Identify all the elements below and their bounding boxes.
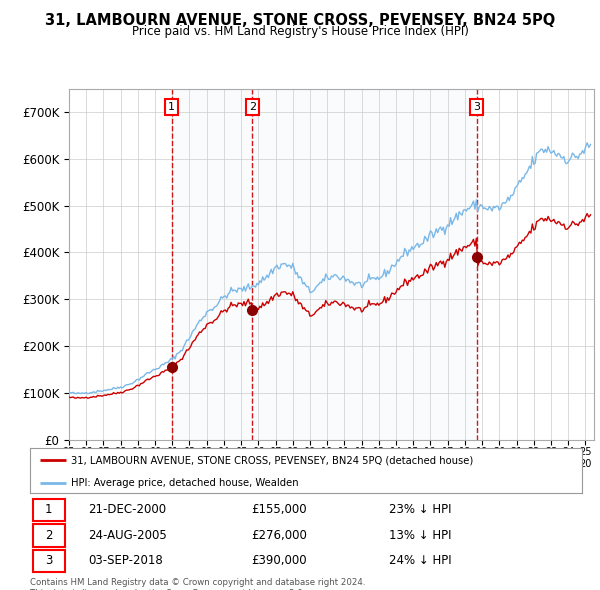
FancyBboxPatch shape [33,550,65,572]
Text: 3: 3 [45,555,52,568]
Text: 23% ↓ HPI: 23% ↓ HPI [389,503,451,516]
Text: Price paid vs. HM Land Registry's House Price Index (HPI): Price paid vs. HM Land Registry's House … [131,25,469,38]
Text: £390,000: £390,000 [251,555,307,568]
Text: £155,000: £155,000 [251,503,307,516]
Text: 21-DEC-2000: 21-DEC-2000 [88,503,166,516]
Text: 3: 3 [473,102,480,112]
Bar [253,88,476,440]
Text: 13% ↓ HPI: 13% ↓ HPI [389,529,451,542]
Text: 03-SEP-2018: 03-SEP-2018 [88,555,163,568]
FancyBboxPatch shape [33,525,65,546]
Text: 31, LAMBOURN AVENUE, STONE CROSS, PEVENSEY, BN24 5PQ: 31, LAMBOURN AVENUE, STONE CROSS, PEVENS… [45,13,555,28]
Text: 24% ↓ HPI: 24% ↓ HPI [389,555,451,568]
Text: 2: 2 [249,102,256,112]
Text: £276,000: £276,000 [251,529,307,542]
Text: 24-AUG-2005: 24-AUG-2005 [88,529,167,542]
Text: 31, LAMBOURN AVENUE, STONE CROSS, PEVENSEY, BN24 5PQ (detached house): 31, LAMBOURN AVENUE, STONE CROSS, PEVENS… [71,455,473,466]
Text: HPI: Average price, detached house, Wealden: HPI: Average price, detached house, Weal… [71,478,299,488]
Bar [172,88,253,440]
Text: Contains HM Land Registry data © Crown copyright and database right 2024.
This d: Contains HM Land Registry data © Crown c… [30,578,365,590]
Text: 1: 1 [45,503,53,516]
FancyBboxPatch shape [33,499,65,521]
Text: 1: 1 [168,102,175,112]
Text: 2: 2 [45,529,53,542]
